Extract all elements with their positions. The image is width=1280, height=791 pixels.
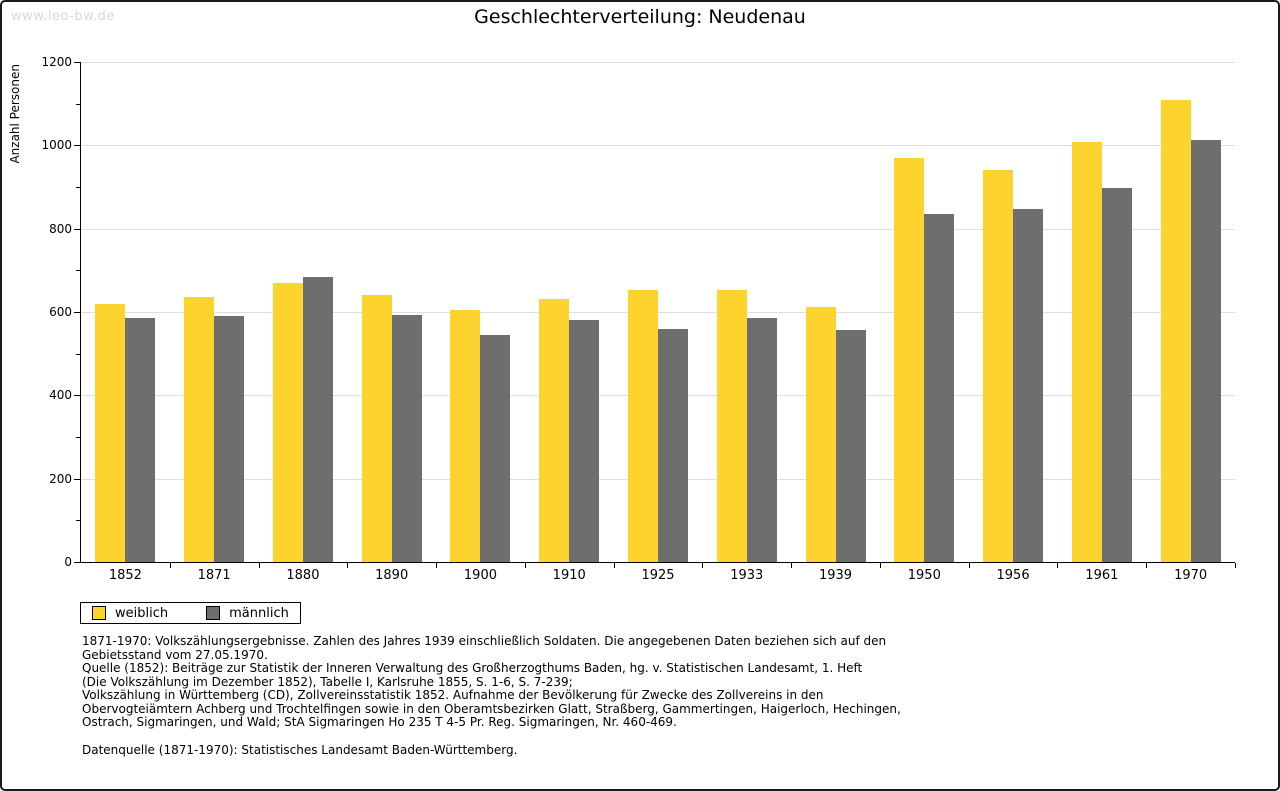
bar-maennlich: [835, 329, 866, 562]
legend-label-weiblich: weiblich: [115, 605, 169, 621]
x-tick-label: 1871: [197, 568, 231, 583]
gridline: [81, 312, 1235, 313]
footnote-line: (Die Volkszählung im Dezember 1852), Tab…: [82, 674, 573, 689]
bar-maennlich: [391, 315, 422, 562]
x-tick-label: 1970: [1174, 568, 1208, 583]
x-tick-label: 1900: [463, 568, 497, 583]
x-axis-tick: [791, 563, 793, 568]
bar-maennlich: [658, 328, 688, 562]
x-axis-tick: [524, 563, 526, 568]
plot-area: 1852 1871 1880 1890 1900 1910 1925 1933 1939 1950…: [74, 62, 1236, 583]
x-axis-tick: [613, 563, 615, 568]
x-tick-label: 1933: [730, 568, 764, 583]
bar-weiblich: [983, 170, 1014, 562]
bar-maennlich: [924, 213, 955, 562]
watermark: www.leo-bw.de: [11, 9, 115, 24]
x-axis-tick: [1146, 563, 1148, 568]
y-axis-minor-tick: [76, 270, 80, 272]
x-axis-tick: [702, 563, 704, 568]
x-axis-tick: [347, 563, 349, 568]
footnote-line: Obervogteiämtern Achberg und Trochtelfin…: [82, 701, 901, 716]
y-tick-label: 0: [64, 555, 72, 569]
x-axis-tick: [258, 563, 260, 568]
y-axis-minor-tick: [76, 520, 80, 522]
y-tick-label: 1000: [41, 138, 72, 153]
bar-maennlich: [746, 318, 777, 562]
y-axis-minor-tick: [76, 353, 80, 355]
y-axis-major-tick: [74, 478, 80, 480]
x-tick-label: 1925: [641, 568, 675, 583]
bar-maennlich: [125, 318, 156, 562]
bar-weiblich: [272, 282, 303, 562]
gridline: [81, 228, 1235, 230]
legend: weiblich männlich: [80, 602, 301, 624]
y-axis-major-tick: [74, 312, 80, 313]
y-tick-label: 600: [49, 305, 72, 319]
bar-weiblich: [1160, 99, 1191, 562]
bar-maennlich: [302, 276, 333, 562]
x-axis-tick: [968, 563, 970, 568]
y-axis-major-tick: [74, 562, 80, 563]
x-tick-label: 1890: [375, 568, 409, 583]
gridline: [81, 62, 1235, 63]
bar-weiblich: [805, 307, 836, 562]
x-axis-tick: [1057, 563, 1059, 568]
x-tick-label: 1956: [996, 568, 1030, 583]
footnote-line: Ostrach, Sigmaringen, und Wald; StA Sigm…: [82, 715, 677, 729]
legend-swatch-maennlich-icon: [206, 606, 221, 620]
bar-maennlich: [480, 334, 511, 562]
gridline: [81, 145, 1235, 147]
y-axis-major-tick: [74, 62, 80, 63]
footnote-line: Gebietsstand vom 27.05.1970.: [82, 647, 268, 662]
bar-weiblich: [95, 303, 126, 562]
bar-weiblich: [1071, 142, 1102, 562]
bar-weiblich: [450, 309, 481, 562]
bar-maennlich: [1190, 140, 1221, 562]
x-tick-label: 1852: [108, 568, 142, 583]
bar-weiblich: [628, 289, 658, 562]
x-tick-label: 1950: [907, 568, 941, 583]
legend-label-maennlich: männlich: [229, 605, 289, 621]
x-axis-tick: [169, 563, 171, 568]
legend-item-weiblich: weiblich: [92, 606, 168, 621]
bar-maennlich: [214, 316, 245, 562]
footnote-line: Quelle (1852): Beiträge zur Statistik de…: [82, 661, 863, 675]
y-axis-minor-tick: [76, 437, 80, 438]
footnotes: 1871-1970: Volkszählungsergebnisse. Zahl…: [82, 634, 1248, 757]
footnote-datasource: Datenquelle (1871-1970): Statistisches L…: [82, 742, 518, 757]
x-axis-tick: [436, 563, 438, 568]
bar-maennlich: [569, 320, 600, 562]
x-axis-tick: [879, 563, 881, 568]
y-axis-major-tick: [74, 228, 80, 230]
y-tick-label: 400: [49, 388, 72, 403]
x-tick-label: 1880: [286, 568, 320, 583]
y-axis-minor-tick: [76, 103, 80, 105]
bar-maennlich: [1013, 208, 1044, 562]
legend-item-maennlich: männlich: [206, 606, 289, 621]
bar-weiblich: [716, 289, 747, 562]
y-tick-label: 800: [49, 221, 72, 236]
y-axis-minor-tick: [76, 187, 80, 188]
bar-weiblich: [894, 157, 925, 562]
x-axis-tick: [1235, 563, 1236, 568]
x-tick-label: 1910: [552, 568, 586, 583]
legend-swatch-weiblich-icon: [92, 606, 106, 620]
bar-weiblich: [361, 295, 392, 562]
bar-maennlich: [1101, 187, 1132, 562]
y-axis-major-tick: [74, 395, 80, 397]
x-tick-label: 1939: [818, 568, 853, 583]
y-tick-label: 1200: [41, 55, 72, 69]
bar-weiblich: [539, 298, 570, 562]
y-tick-label: 200: [49, 471, 72, 486]
footnote-line: 1871-1970: Volkszählungsergebnisse. Zahl…: [82, 634, 887, 648]
y-axis-major-tick: [74, 145, 80, 147]
x-tick-label: 1961: [1085, 568, 1119, 583]
bar-weiblich: [184, 297, 215, 562]
chart-title: Geschlechterverteilung: Neudenau: [474, 6, 806, 28]
footnote-line: Volkszählung in Württemberg (CD), Zollve…: [82, 688, 824, 702]
